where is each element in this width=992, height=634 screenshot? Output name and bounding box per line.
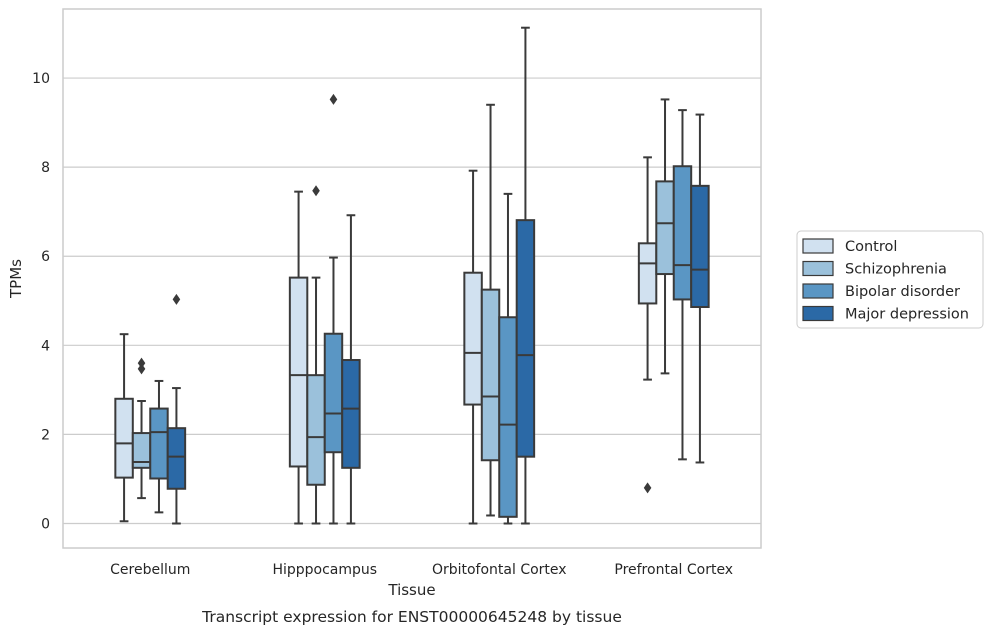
x-tick-label: Orbitofontal Cortex [432,562,567,578]
box-body [655,180,675,276]
box-body [323,332,344,454]
x-tick-label: Prefrontal Cortex [614,562,733,578]
legend-label: Schizophrenia [845,262,947,278]
x-tick-labels: Cerebellum Hipppocampus Orbitofontal Corte… [110,562,733,578]
outlier-point [312,185,320,197]
outlier-point [643,482,652,494]
box-body [114,397,134,479]
legend-swatch [802,283,834,299]
outlier-point [137,363,146,375]
legend-item: Control [802,238,897,255]
box-body [690,184,710,309]
legend-swatch [802,305,834,322]
box-group [463,169,483,525]
y-tick-label: 10 [32,71,50,87]
outlier-point [329,93,338,105]
y-tick-label: 8 [41,160,50,176]
legend-item: Bipolar disorder [802,283,960,300]
y-tick-label: 4 [41,338,50,354]
y-tick-label: 6 [41,249,50,265]
box-group [114,333,134,523]
box-group [341,214,361,525]
box-group [323,93,344,525]
y-axis-label: TPMs [7,259,25,299]
box-group [480,103,501,517]
box-body [306,374,326,486]
box-group [637,156,658,494]
box-group [672,109,693,461]
box-body [166,427,187,490]
box-group [655,98,675,375]
box-group [131,357,152,500]
legend-label: Major depression [845,307,969,323]
box-body [480,288,501,462]
x-tick-label: Hipppocampus [272,562,377,578]
legend-swatch [802,238,834,254]
box-group [498,192,518,525]
box-body [515,219,536,458]
box-body [149,407,169,480]
figure-caption: Transcript expression for ENST0000064524… [201,608,622,626]
box-group [149,379,169,514]
box-series-layer [114,26,710,525]
box-body [463,271,483,406]
box-body [498,316,518,518]
legend-item: Major depression [802,305,969,323]
box-group [306,185,326,525]
y-tick-label: 2 [41,427,50,443]
outlier-point [137,357,146,369]
box-body [288,276,309,468]
plot-frame [62,8,762,549]
box-body [672,165,693,301]
legend-label: Control [845,239,897,255]
y-tick-labels: 0 2 4 6 8 10 [32,71,50,532]
box-body [637,242,658,305]
legend-item: Schizophrenia [802,260,947,278]
y-tick-label: 0 [41,517,50,533]
legend: Control Schizophrenia Bipolar disorder Majo… [796,230,984,329]
legend-frame [796,230,984,329]
box-group [166,293,187,525]
x-axis-label: Tissue [387,581,435,599]
box-group [515,26,536,525]
legend-label: Bipolar disorder [845,284,960,300]
box-group [690,113,710,464]
x-tick-label: Cerebellum [110,562,190,578]
legend-swatch [802,260,834,277]
box-group [288,190,309,525]
box-body [341,359,361,469]
outlier-point [172,293,181,305]
